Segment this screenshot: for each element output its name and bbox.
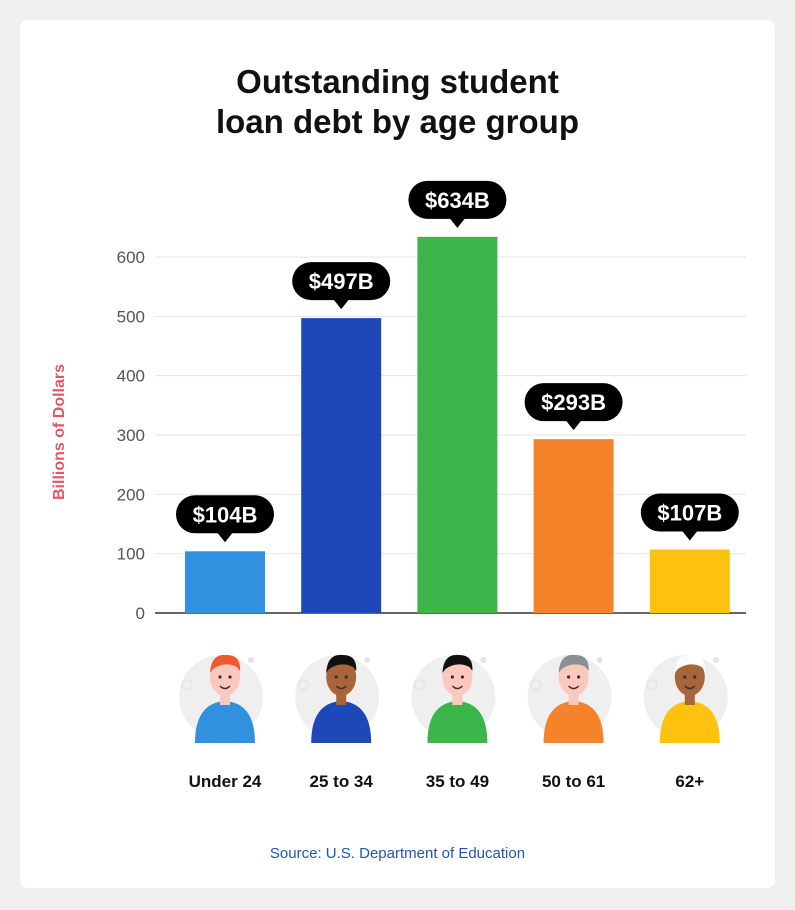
chart-card: Outstanding student loan debt by age gro… [20,20,775,888]
person-older-woman-icon [527,654,612,743]
value-bubble: $634B [408,180,507,228]
y-tick-label: 300 [117,426,145,445]
value-bubble-pointer [565,420,582,431]
bar [301,318,382,613]
x-tick-label: 62+ [675,772,704,791]
y-tick-label: 400 [117,367,145,386]
data-label: $293B [541,390,606,415]
chart-title-line-2: loan debt by age group [216,103,579,140]
value-bubble-pointer [681,530,698,541]
value-bubble-pointer [449,217,466,228]
value-bubble: $104B [176,495,274,543]
person-woman-curly-hair-icon [295,654,380,743]
y-tick-label: 600 [117,248,145,267]
x-tick-label: Under 24 [189,772,262,791]
person-senior-man-icon [643,654,728,743]
source-note: Source: U.S. Department of Education [270,845,525,862]
chart: Outstanding student loan debt by age gro… [51,63,746,862]
bar [185,551,265,613]
x-tick-label: 35 to 49 [426,772,489,791]
value-bubble-shape [176,495,274,534]
person-bearded-man-icon [411,654,496,743]
data-label: $107B [657,501,722,526]
value-bubble-shape [292,262,391,301]
data-label: $104B [193,502,258,527]
x-tick-label: 25 to 34 [310,772,374,791]
y-tick-label: 100 [117,545,145,564]
data-label: $634B [425,188,490,213]
y-tick-label: 0 [136,604,145,623]
value-bubble: $293B [524,383,623,431]
value-bubble: $107B [640,493,739,541]
y-tick-label: 500 [117,307,145,326]
data-label: $497B [309,269,374,294]
bar [533,439,614,613]
bar [417,236,498,613]
value-bubble-pointer [333,299,350,310]
x-tick-label: 50 to 61 [542,772,605,791]
value-bubble-shape [524,383,623,422]
value-bubble: $497B [292,262,391,310]
value-bubble-shape [408,180,507,219]
y-axis-label: Billions of Dollars [51,364,68,500]
value-bubble-shape [640,493,739,532]
value-bubble-pointer [217,532,233,543]
bar [649,549,730,613]
chart-title-line-1: Outstanding student [236,63,559,100]
person-young-red-hair-icon [179,654,263,743]
y-tick-label: 200 [117,485,145,504]
